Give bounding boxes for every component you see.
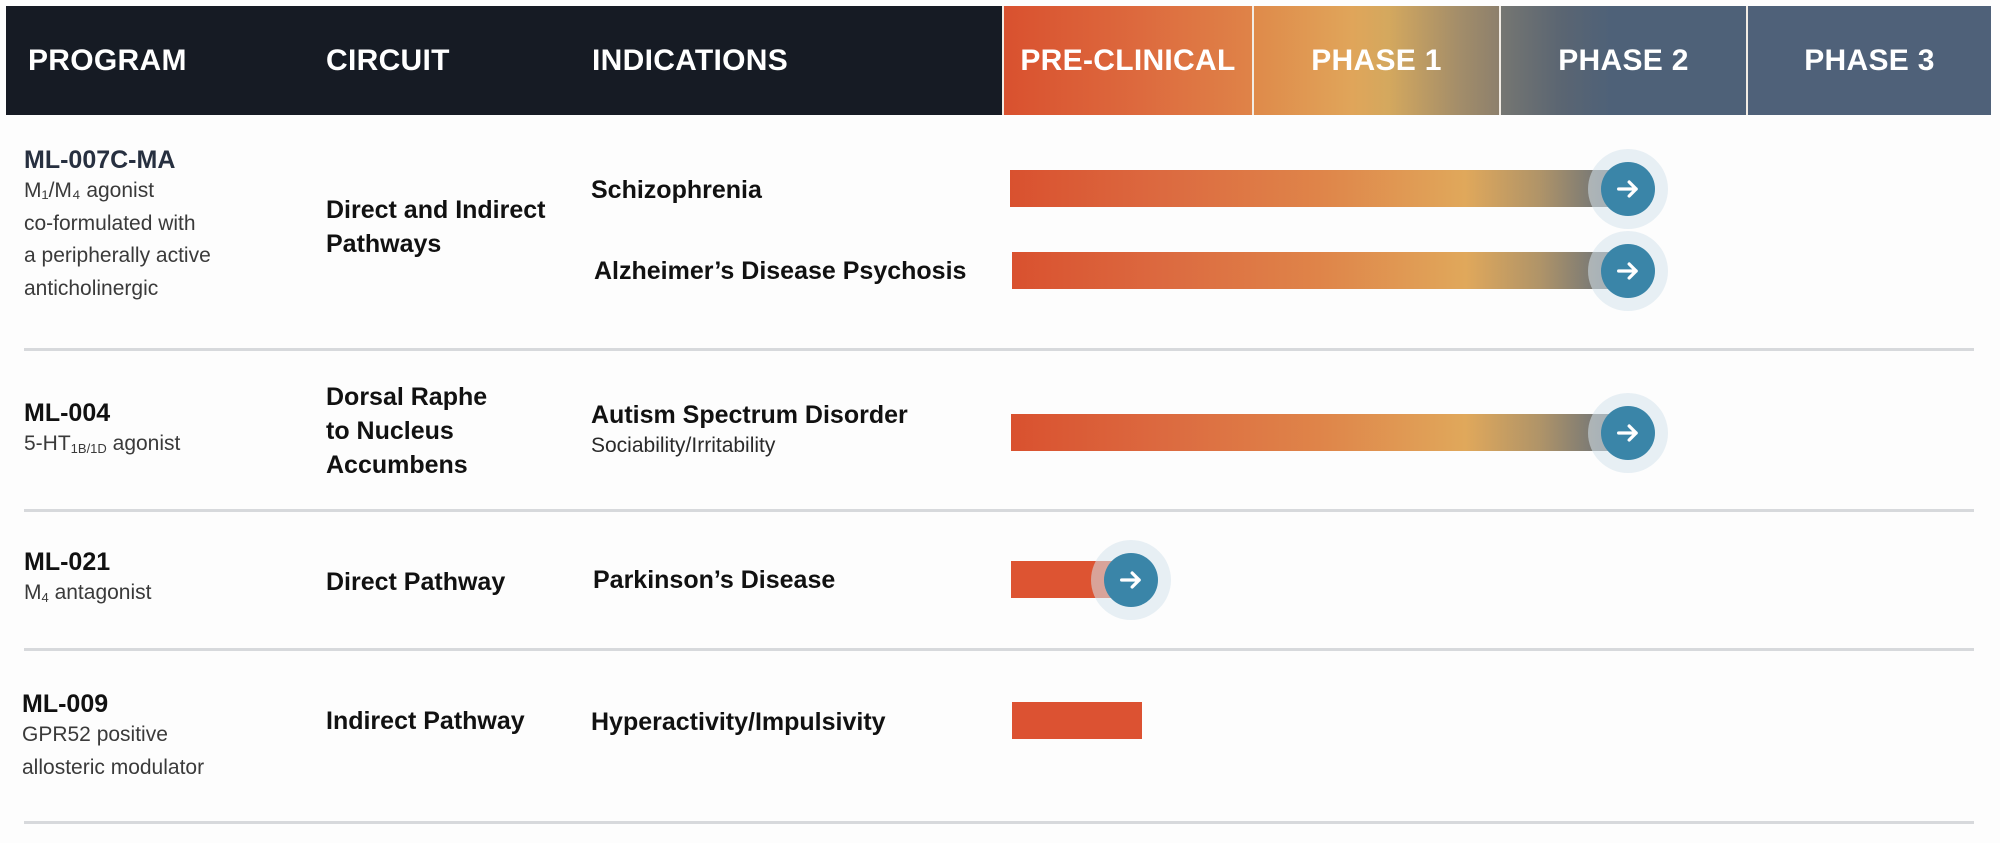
program-name: ML-021 xyxy=(24,548,111,576)
description-text: 5-HT xyxy=(24,432,71,455)
indication-name: Schizophrenia xyxy=(591,176,762,204)
header-phase-2: PHASE 2 xyxy=(1499,6,1746,115)
description-subscript: 1B/1D xyxy=(70,441,107,456)
circuit-line: Dorsal Raphe xyxy=(326,383,488,411)
circuit-line: Indirect Pathway xyxy=(326,707,525,735)
progress-bar-autism xyxy=(1011,414,1625,451)
program-cell: ML-021 M4 antagonist xyxy=(24,547,151,610)
indication-name: Autism Spectrum Disorder xyxy=(591,401,908,429)
description-line: allosteric modulator xyxy=(22,755,205,779)
program-name: ML-007C-MA xyxy=(24,146,176,174)
arrow-halo xyxy=(1588,393,1668,473)
header-phase-preclinical: PRE-CLINICAL xyxy=(1002,6,1252,115)
progress-bar-schizophrenia xyxy=(1010,170,1625,207)
advance-arrow-button[interactable] xyxy=(1601,406,1655,460)
program-cell: ML-007C-MA M₁/M₄ agonist co-formulated w… xyxy=(24,145,211,305)
arrow-halo xyxy=(1588,149,1668,229)
description-text: antagonist xyxy=(48,581,152,604)
description-line: GPR52 positive xyxy=(22,723,168,746)
circuit-line: Accumbens xyxy=(326,450,468,479)
description-text: M xyxy=(24,581,42,604)
description-line: a peripherally active xyxy=(24,244,211,268)
description-line: anticholinergic xyxy=(24,276,159,300)
program-cell: ML-004 5-HT1B/1D agonist xyxy=(24,398,180,461)
header-program: PROGRAM xyxy=(28,43,187,77)
circuit-line: Direct Pathway xyxy=(326,568,506,596)
header-labels: PROGRAM CIRCUIT INDICATIONS xyxy=(6,6,1002,115)
circuit-cell: Direct Pathway xyxy=(326,566,505,600)
header-circuit: CIRCUIT xyxy=(326,43,450,77)
description-text: agonist xyxy=(106,432,181,455)
circuit-cell: Indirect Pathway xyxy=(326,705,525,739)
indication-cell: Autism Spectrum Disorder Sociability/Irr… xyxy=(591,400,908,462)
program-description: 5-HT1B/1D agonist xyxy=(24,428,180,461)
description-subscript: 4 xyxy=(41,590,49,605)
program-description: GPR52 positive allosteric modulator xyxy=(22,719,204,784)
header-indications: INDICATIONS xyxy=(592,43,789,77)
arrow-right-icon xyxy=(1617,262,1638,280)
description-line: co-formulated with xyxy=(24,211,196,235)
circuit-cell: Dorsal Raphe to Nucleus Accumbens xyxy=(326,381,487,482)
arrow-right-icon xyxy=(1617,424,1638,442)
row-divider xyxy=(24,509,1974,512)
header-phase-1: PHASE 1 xyxy=(1252,6,1499,115)
advance-arrow-button[interactable] xyxy=(1601,244,1655,298)
description-line: M₁/M₄ agonist xyxy=(24,179,155,202)
circuit-cell: Direct and Indirect Pathways xyxy=(326,194,546,262)
header-phase-3: PHASE 3 xyxy=(1746,6,1991,115)
indication-name: Hyperactivity/Impulsivity xyxy=(591,708,886,736)
advance-arrow-button[interactable] xyxy=(1104,553,1158,607)
program-cell: ML-009 GPR52 positive allosteric modulat… xyxy=(22,689,204,784)
advance-arrow-button[interactable] xyxy=(1601,162,1655,216)
indication-name: Alzheimer’s Disease Psychosis xyxy=(594,257,967,285)
row-divider xyxy=(24,821,1974,824)
arrow-right-icon xyxy=(1120,571,1141,589)
circuit-line: to Nucleus xyxy=(326,416,454,445)
program-description: M₁/M₄ agonist co-formulated with a perip… xyxy=(24,175,211,305)
indication-name: Parkinson’s Disease xyxy=(593,566,836,594)
program-name: ML-009 xyxy=(22,690,109,718)
row-divider xyxy=(24,648,1974,651)
indication-subtitle: Sociability/Irritability xyxy=(591,434,776,457)
row-divider xyxy=(24,348,1974,351)
progress-bar-alzheimers-psychosis xyxy=(1012,252,1625,289)
circuit-line: Pathways xyxy=(326,229,442,258)
program-name: ML-004 xyxy=(24,399,111,427)
progress-bar-hyperactivity xyxy=(1012,702,1142,739)
arrow-right-icon xyxy=(1617,180,1638,198)
program-description: M4 antagonist xyxy=(24,577,151,610)
arrow-halo xyxy=(1588,231,1668,311)
arrow-halo xyxy=(1091,540,1171,620)
pipeline-header: PROGRAM CIRCUIT INDICATIONS PRE-CLINICAL… xyxy=(6,6,1994,115)
circuit-line: Direct and Indirect xyxy=(326,196,546,224)
